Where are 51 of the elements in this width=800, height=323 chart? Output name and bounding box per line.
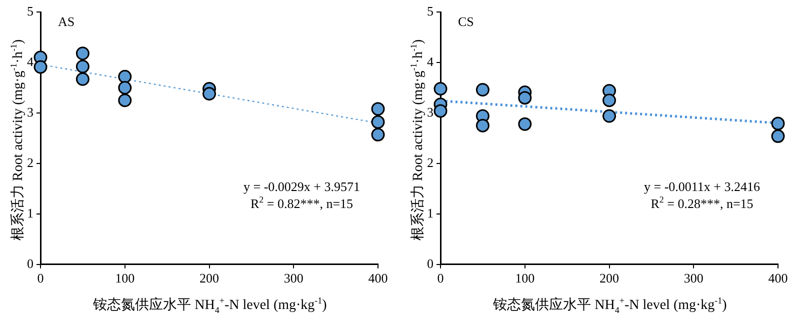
x-tick-label: 300 — [684, 270, 704, 286]
x-tick-label: 300 — [284, 270, 304, 286]
y-tick-label: 5 — [27, 3, 34, 18]
point — [76, 60, 90, 74]
x-axis-title: 铵态氮供应水平 NH$_{4}$$^{+}$-N level (mg·kg$^{-1}$) — [492, 295, 728, 315]
x-tick-label: 400 — [368, 270, 388, 286]
y-tick-label: 5 — [427, 3, 434, 18]
y-tick-label: 3 — [427, 104, 434, 120]
point — [371, 128, 385, 142]
y-tick-label: 1 — [427, 205, 434, 220]
annotation: R$^{2}$ = 0.82***, n=15 — [249, 194, 354, 212]
point — [434, 82, 448, 96]
point — [771, 116, 785, 130]
point — [434, 104, 448, 118]
x-tick-label: 100 — [515, 270, 535, 286]
x-tick-label: 0 — [437, 270, 444, 286]
point — [76, 72, 90, 86]
x-tick-label: 400 — [768, 270, 788, 286]
x-tick-label: 100 — [115, 270, 135, 286]
x-tick-label: 0 — [37, 270, 44, 286]
annotation: y = -0.0029x + 3.9571 — [244, 178, 360, 195]
point — [602, 109, 616, 123]
point — [602, 94, 616, 108]
point — [118, 70, 132, 84]
point — [76, 46, 90, 60]
point — [118, 80, 132, 94]
y-tick-label: 0 — [427, 256, 434, 271]
annotation: CS — [458, 14, 474, 30]
point — [371, 102, 385, 116]
x-tick-label: 200 — [600, 270, 619, 286]
point — [476, 82, 490, 96]
point — [476, 118, 490, 132]
point — [118, 94, 132, 108]
x-tick-label: 200 — [200, 270, 219, 286]
point — [34, 60, 48, 74]
y-tick-label: 0 — [27, 256, 34, 271]
point — [518, 91, 532, 105]
x-axis-title: 铵态氮供应水平 NH$_{4}$$^{+}$-N level (mg·kg$^{-1}$) — [92, 295, 328, 315]
annotation: y = -0.0011x + 3.2416 — [644, 178, 760, 195]
annotation: AS — [58, 14, 75, 30]
y-tick-label: 2 — [427, 154, 434, 170]
y-tick-label: 2 — [27, 154, 34, 170]
y-tick-label: 3 — [27, 104, 34, 120]
y-tick-label: 4 — [427, 54, 434, 69]
point — [771, 129, 785, 143]
annotation: R$^{2}$ = 0.28***, n=15 — [650, 194, 754, 212]
point — [371, 115, 385, 129]
y-tick-label: 1 — [27, 205, 34, 220]
point — [518, 117, 532, 131]
point — [202, 87, 216, 101]
y-tick-label: 4 — [27, 54, 34, 69]
